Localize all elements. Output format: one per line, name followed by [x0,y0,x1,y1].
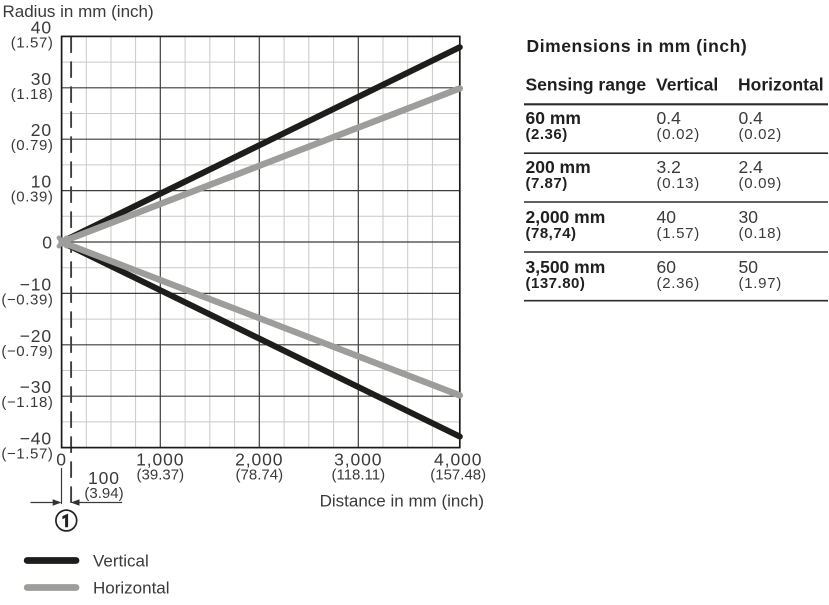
svg-text:Dimensions in mm (inch): Dimensions in mm (inch) [527,36,748,56]
svg-text:Distance in mm (inch): Distance in mm (inch) [320,492,484,511]
svg-text:3,000: 3,000 [334,450,382,470]
svg-text:(78.74): (78.74) [236,467,284,484]
svg-text:Vertical: Vertical [656,75,718,95]
svg-text:(7.87): (7.87) [526,175,568,192]
svg-text:(−1.18): (−1.18) [1,394,53,411]
svg-text:40: 40 [31,17,52,37]
svg-text:0.4: 0.4 [657,108,682,128]
svg-text:2,000 mm: 2,000 mm [526,207,606,227]
svg-text:1,000: 1,000 [136,450,184,470]
svg-text:0: 0 [42,232,52,252]
svg-text:(1.57): (1.57) [657,225,700,242]
svg-text:(1.57): (1.57) [11,34,54,51]
svg-text:20: 20 [31,120,52,140]
svg-text:−20: −20 [20,326,52,346]
svg-text:(−0.39): (−0.39) [1,291,53,308]
svg-text:50: 50 [739,257,759,277]
svg-text:10: 10 [31,172,52,192]
svg-text:Vertical: Vertical [93,552,149,571]
svg-text:(1.97): (1.97) [739,275,782,292]
svg-text:(0.13): (0.13) [657,175,700,192]
svg-text:(39.37): (39.37) [137,467,185,484]
svg-text:Radius in mm (inch): Radius in mm (inch) [3,2,154,21]
svg-text:(−0.79): (−0.79) [1,343,53,360]
svg-text:(0.39): (0.39) [11,189,54,206]
svg-text:Sensing range: Sensing range [526,75,647,95]
svg-text:−40: −40 [20,429,52,449]
svg-text:30: 30 [739,207,759,227]
svg-text:3,500 mm: 3,500 mm [526,257,606,277]
svg-text:0: 0 [56,450,67,470]
svg-text:40: 40 [657,207,677,227]
svg-text:(118.11): (118.11) [331,467,385,484]
svg-text:60 mm: 60 mm [526,108,581,128]
svg-text:100: 100 [88,468,120,488]
svg-text:(1.18): (1.18) [11,86,54,103]
svg-text:60: 60 [657,257,677,277]
svg-text:(78,74): (78,74) [526,225,577,242]
svg-text:(2.36): (2.36) [526,126,568,143]
svg-text:−30: −30 [20,377,52,397]
svg-text:(3.94): (3.94) [84,485,123,502]
svg-text:(−1.57): (−1.57) [1,446,53,463]
svg-text:(2.36): (2.36) [657,275,700,292]
svg-text:2,000: 2,000 [235,450,283,470]
svg-text:Horizontal: Horizontal [738,75,824,95]
svg-text:(0.02): (0.02) [739,126,782,143]
svg-text:(0.09): (0.09) [739,175,782,192]
svg-text:0.4: 0.4 [739,108,764,128]
svg-text:200 mm: 200 mm [526,157,591,177]
svg-text:Horizontal: Horizontal [93,579,170,598]
svg-text:(137.80): (137.80) [526,275,586,292]
svg-text:(0.18): (0.18) [739,225,782,242]
svg-text:(0.79): (0.79) [11,137,54,154]
svg-text:(0.02): (0.02) [657,126,700,143]
svg-text:30: 30 [31,69,52,89]
svg-text:(157.48): (157.48) [430,467,486,484]
svg-text:−10: −10 [20,274,52,294]
svg-text:3.2: 3.2 [657,157,681,177]
svg-text:2.4: 2.4 [739,157,764,177]
svg-text:4,000: 4,000 [434,450,482,470]
